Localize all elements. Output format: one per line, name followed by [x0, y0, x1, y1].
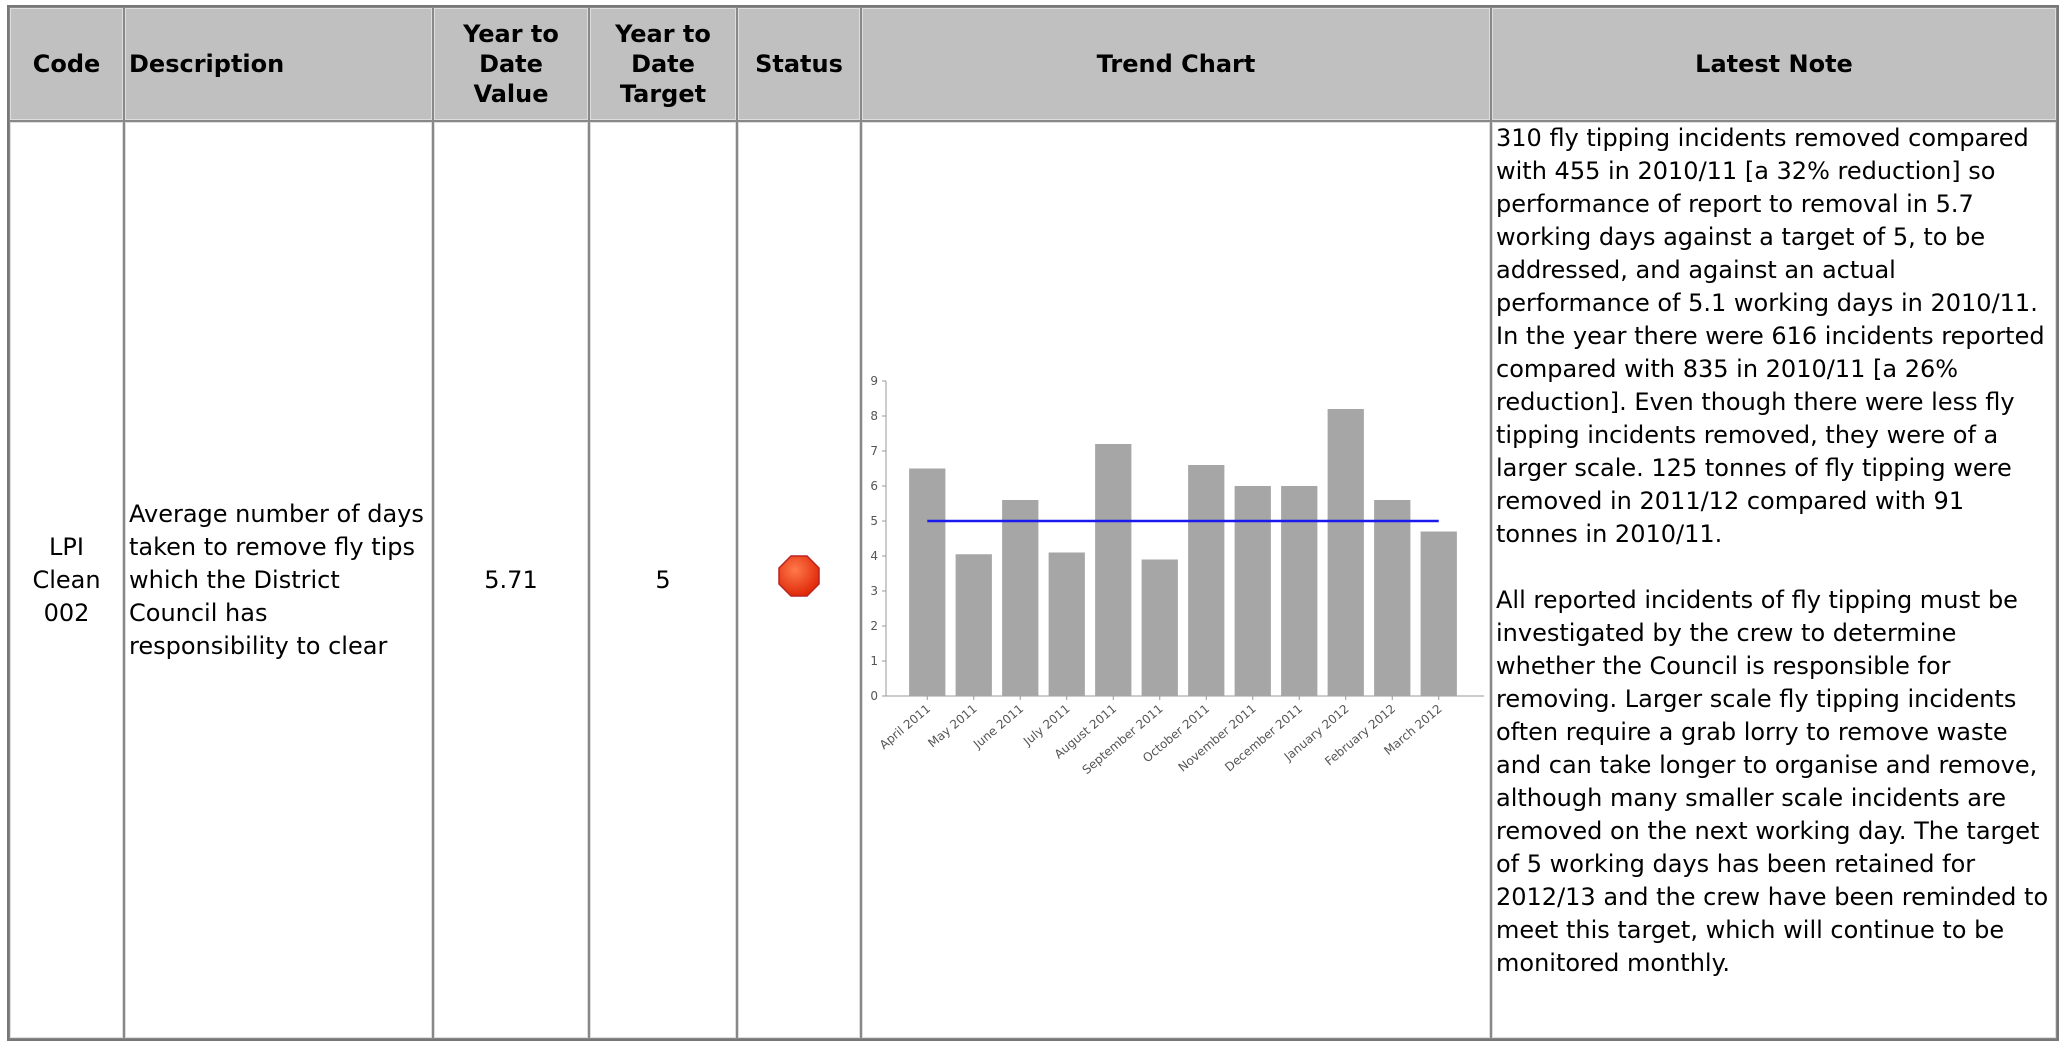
header-row: Code Description Year to Date Value Year… [9, 7, 2057, 121]
y-tick-label: 0 [870, 689, 878, 703]
bar [1281, 485, 1318, 696]
header: Trend Chart [861, 7, 1491, 121]
ytd-value: 5.71 [433, 121, 589, 1039]
trend-cell: 0 1 2 3 4 5 6 7 8 9 April 2011 May 2011 June 2011 Jul… [861, 121, 1491, 1039]
y-tick-label: 1 [870, 654, 878, 668]
y-tick-label: 7 [870, 444, 878, 458]
x-tick-label: November 2011 [1176, 701, 1259, 774]
x-tick-label: September 2011 [1080, 701, 1166, 776]
header: Description [124, 7, 433, 121]
header: Year to Date Target [589, 7, 737, 121]
kpi-table: Code Description Year to Date Value Year… [7, 5, 2059, 1041]
bar [1095, 443, 1132, 696]
bar [1420, 531, 1457, 696]
x-tick-label: December 2011 [1222, 701, 1305, 774]
x-tick-label: May 2011 [925, 701, 979, 750]
status [737, 121, 861, 1039]
y-tick-label: 2 [870, 619, 878, 633]
y-tick-label: 6 [870, 479, 878, 493]
y-tick-label: 3 [870, 584, 878, 598]
bar [1141, 559, 1178, 696]
bar [1234, 485, 1271, 696]
description: Average number of days taken to remove f… [124, 121, 433, 1039]
header: Year to Date Value [433, 7, 589, 121]
header: Latest Note [1491, 7, 2057, 121]
bar [1002, 499, 1039, 696]
y-tick-label: 8 [870, 409, 878, 423]
bar [909, 468, 946, 696]
header: Status [737, 7, 861, 121]
header: Code [9, 7, 124, 121]
bar [1327, 408, 1364, 696]
code: LPI Clean 002 [9, 121, 124, 1039]
bar [1374, 499, 1411, 696]
x-tick-label: June 2011 [970, 701, 1026, 751]
y-tick-label: 9 [870, 374, 878, 388]
bar [1048, 552, 1085, 696]
note-paragraph: All reported incidents of fly tipping mu… [1496, 586, 2056, 977]
note-paragraph: 310 fly tipping incidents removed compar… [1496, 124, 2054, 548]
latest-note: 310 fly tipping incidents removed compar… [1491, 121, 2057, 1039]
ytd-target: 5 [589, 121, 737, 1039]
x-tick-label: April 2011 [877, 701, 933, 751]
bar [955, 553, 992, 696]
status-icon [778, 554, 820, 597]
bar [1188, 464, 1225, 696]
data-row: LPI Clean 002 Average number of days tak… [9, 121, 2057, 1039]
y-tick-label: 4 [870, 549, 878, 563]
y-tick-label: 5 [870, 514, 878, 528]
